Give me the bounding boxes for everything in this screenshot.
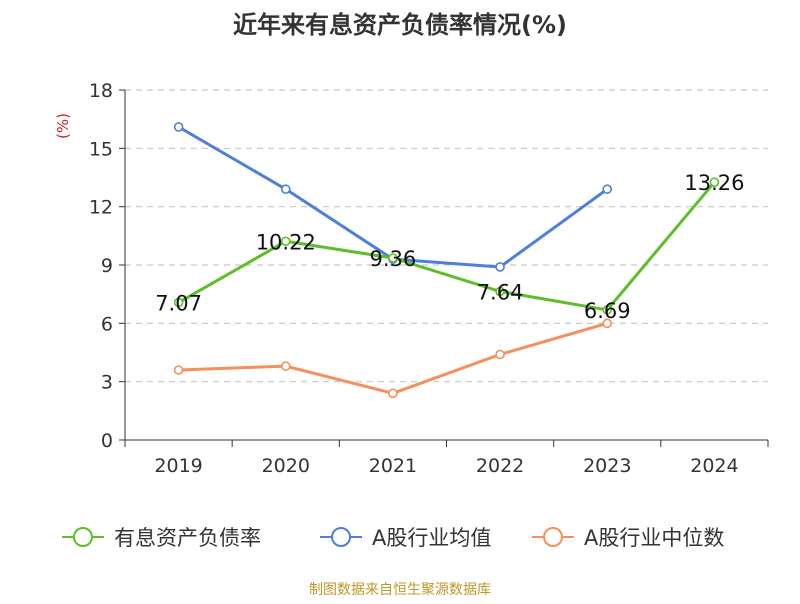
source-note: 制图数据来自恒生聚源数据库 (309, 582, 491, 598)
data-point (709, 177, 720, 187)
data-point (388, 253, 398, 263)
data-label: 13.26 (684, 171, 744, 195)
data-point (173, 122, 184, 132)
data-point (602, 184, 613, 194)
legend-item: A股行业中位数 (532, 526, 724, 550)
series-0 (173, 177, 720, 315)
data-label: 7.64 (477, 280, 524, 304)
series-line (177, 181, 716, 312)
data-point (602, 318, 613, 329)
chart-title: 近年来有息资产负债率情况(%) (233, 11, 567, 39)
y-tick-label: 12 (89, 197, 113, 219)
y-tick-label: 9 (101, 255, 113, 277)
legend-label: A股行业中位数 (584, 526, 724, 550)
legend-item: A股行业均值 (320, 526, 491, 550)
grid-lines (125, 89, 768, 383)
data-label: 6.69 (584, 299, 631, 323)
data-label: 10.22 (256, 230, 316, 254)
data-point (280, 361, 291, 371)
legend-label: A股行业均值 (372, 526, 491, 550)
x-tick-label: 2023 (583, 455, 631, 477)
data-point (495, 286, 505, 297)
data-point (173, 297, 184, 308)
legend-swatch-marker (73, 527, 93, 547)
y-tick-label: 15 (89, 138, 113, 160)
data-point (388, 388, 398, 399)
data-point (602, 305, 613, 315)
data-labels: 7.07 10.22 9.36 7.64 6.69 13.26 (155, 171, 744, 323)
y-tick-label: 3 (101, 372, 113, 394)
x-tick-label: 2020 (262, 455, 310, 477)
series-line (178, 321, 608, 395)
legend-item: 有息资产负债率 (62, 526, 261, 550)
legend-swatch-marker (543, 527, 563, 547)
y-tick-label: 0 (101, 430, 113, 452)
legend-label: 有息资产负债率 (114, 526, 261, 550)
data-label: 9.36 (370, 247, 417, 271)
x-tick-label: 2024 (690, 455, 738, 477)
axes: 0 3 6 9 12 15 18 2019 2020 2021 2022 2023 2024 (89, 80, 769, 477)
y-axis-label: (%) (54, 113, 72, 139)
data-point (280, 236, 291, 247)
legend: 有息资产负债率 A股行业均值 A股行业中位数 (62, 526, 724, 550)
x-tick-label: 2022 (476, 455, 524, 477)
data-point (173, 365, 184, 375)
x-tick-label: 2019 (154, 455, 202, 477)
y-tick-label: 18 (89, 80, 113, 102)
data-point (495, 262, 505, 272)
legend-swatch-marker (331, 527, 351, 547)
data-point (280, 184, 291, 194)
data-point (495, 349, 505, 360)
x-tick-label: 2021 (369, 455, 417, 477)
series-2 (173, 318, 613, 399)
series-lines (173, 122, 720, 399)
data-label: 7.07 (155, 292, 202, 316)
y-tick-label: 6 (101, 313, 113, 335)
